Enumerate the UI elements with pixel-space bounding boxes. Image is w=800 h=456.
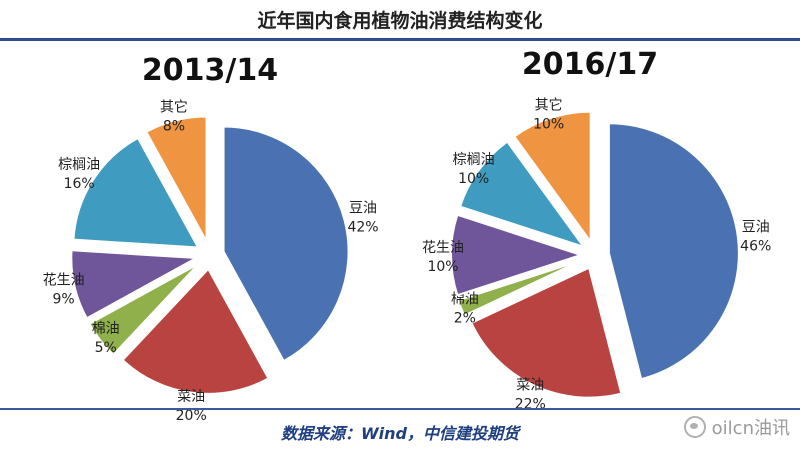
slice-value-other: 8% — [163, 119, 185, 135]
slice-value-peanut-oil: 9% — [53, 292, 75, 308]
slice-value-palm-oil: 16% — [64, 176, 95, 192]
pie-slice-cottonseed-oil — [457, 259, 583, 317]
pie-slice-palm-oil — [72, 136, 200, 249]
pie-slice-rapeseed-oil — [470, 266, 623, 399]
pie-slice-soybean-oil — [222, 125, 350, 363]
slice-value-rapeseed-oil: 22% — [515, 397, 546, 413]
slice-value-soybean-oil: 46% — [740, 239, 771, 255]
slice-label-palm-oil: 棕榈油 — [58, 157, 100, 173]
slice-label-cottonseed-oil: 棉油 — [92, 320, 120, 337]
slice-value-cottonseed-oil: 5% — [95, 340, 117, 356]
pie-2013-14: 2013/14 豆油 42% 菜油 20% 棉油 5% 花生油 9% 棕榈油 16% 其它 8% — [43, 53, 379, 424]
chat-bubble-icon — [683, 416, 706, 438]
slice-label-palm-oil: 棕榈油 — [453, 152, 495, 168]
slice-label-peanut-oil: 花生油 — [43, 273, 85, 289]
pie-slice-peanut-oil — [450, 213, 585, 297]
slice-label-soybean-oil: 豆油 — [742, 220, 770, 236]
slice-value-other: 10% — [533, 116, 564, 132]
pie-slice-other — [512, 110, 592, 245]
slice-value-soybean-oil: 42% — [347, 220, 378, 236]
slice-label-other: 其它 — [160, 99, 188, 116]
pie-slice-soybean-oil — [607, 122, 740, 381]
pie-slice-other — [144, 115, 208, 242]
slice-value-palm-oil: 10% — [458, 171, 489, 187]
pie-slice-palm-oil — [458, 140, 587, 249]
slice-value-peanut-oil: 10% — [427, 259, 458, 275]
watermark-text: oilcn油讯 — [711, 418, 790, 439]
data-source-note: 数据来源：Wind，中信建投期货 — [281, 424, 519, 443]
slice-value-rapeseed-oil: 20% — [176, 408, 207, 424]
pie-year-label: 2013/14 — [142, 53, 278, 88]
pie-slice-cottonseed-oil — [88, 262, 200, 357]
slice-label-other: 其它 — [535, 96, 563, 113]
footer-divider — [0, 408, 800, 410]
chart-title: 近年国内食用植物油消费结构变化 — [257, 10, 543, 32]
slice-label-rapeseed-oil: 菜油 — [516, 378, 544, 394]
pie-slice-rapeseed-oil — [121, 267, 270, 395]
pie-year-label: 2016/17 — [522, 47, 658, 82]
pie-slice-peanut-oil — [70, 249, 200, 320]
watermark: oilcn油讯 — [683, 414, 790, 440]
title-divider — [0, 38, 800, 41]
slice-label-soybean-oil: 豆油 — [349, 201, 377, 217]
slice-label-peanut-oil: 花生油 — [422, 240, 464, 256]
slice-label-rapeseed-oil: 菜油 — [177, 389, 205, 405]
slice-value-cottonseed-oil: 2% — [454, 311, 476, 327]
